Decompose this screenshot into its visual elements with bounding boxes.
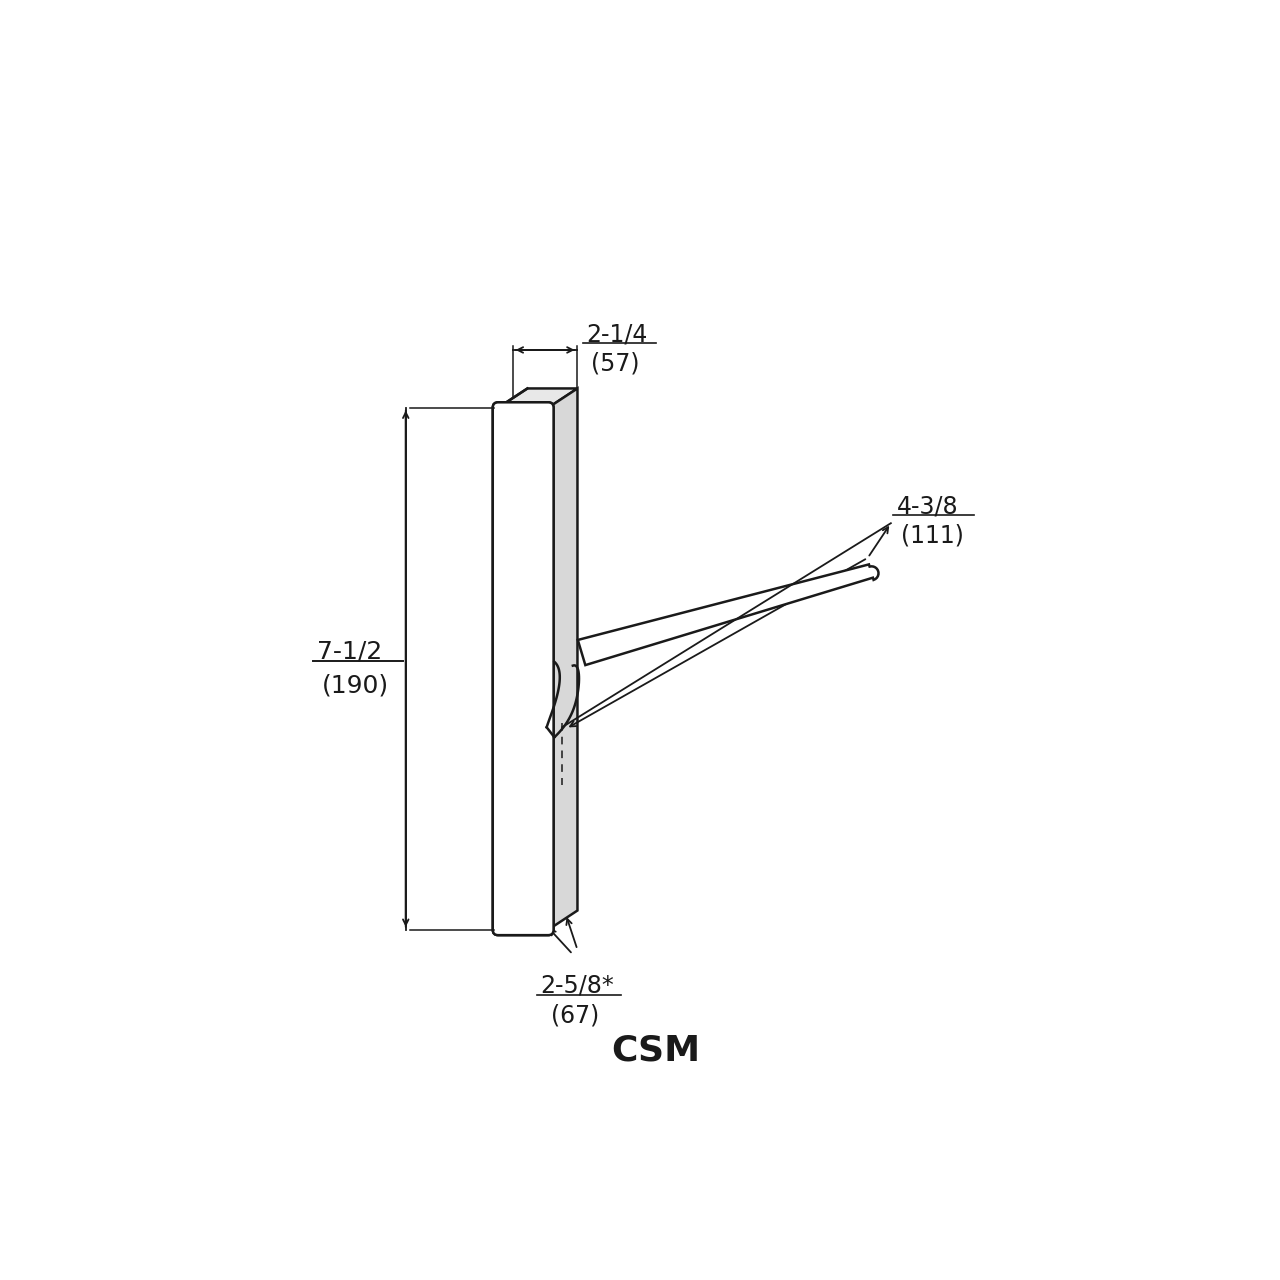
Text: (57): (57)	[590, 352, 639, 376]
FancyBboxPatch shape	[493, 402, 553, 936]
Text: 2-5/8*: 2-5/8*	[540, 974, 614, 998]
Text: 2-1/4: 2-1/4	[586, 323, 648, 347]
FancyBboxPatch shape	[493, 402, 553, 936]
Text: (111): (111)	[901, 524, 964, 548]
Text: CSM: CSM	[612, 1034, 700, 1068]
Text: (190): (190)	[321, 673, 389, 698]
Polygon shape	[577, 564, 878, 666]
Text: 4-3/8: 4-3/8	[897, 494, 959, 518]
Text: 7-1/2: 7-1/2	[317, 640, 383, 664]
Polygon shape	[498, 388, 577, 408]
Polygon shape	[548, 388, 577, 929]
Text: (67): (67)	[552, 1004, 599, 1028]
